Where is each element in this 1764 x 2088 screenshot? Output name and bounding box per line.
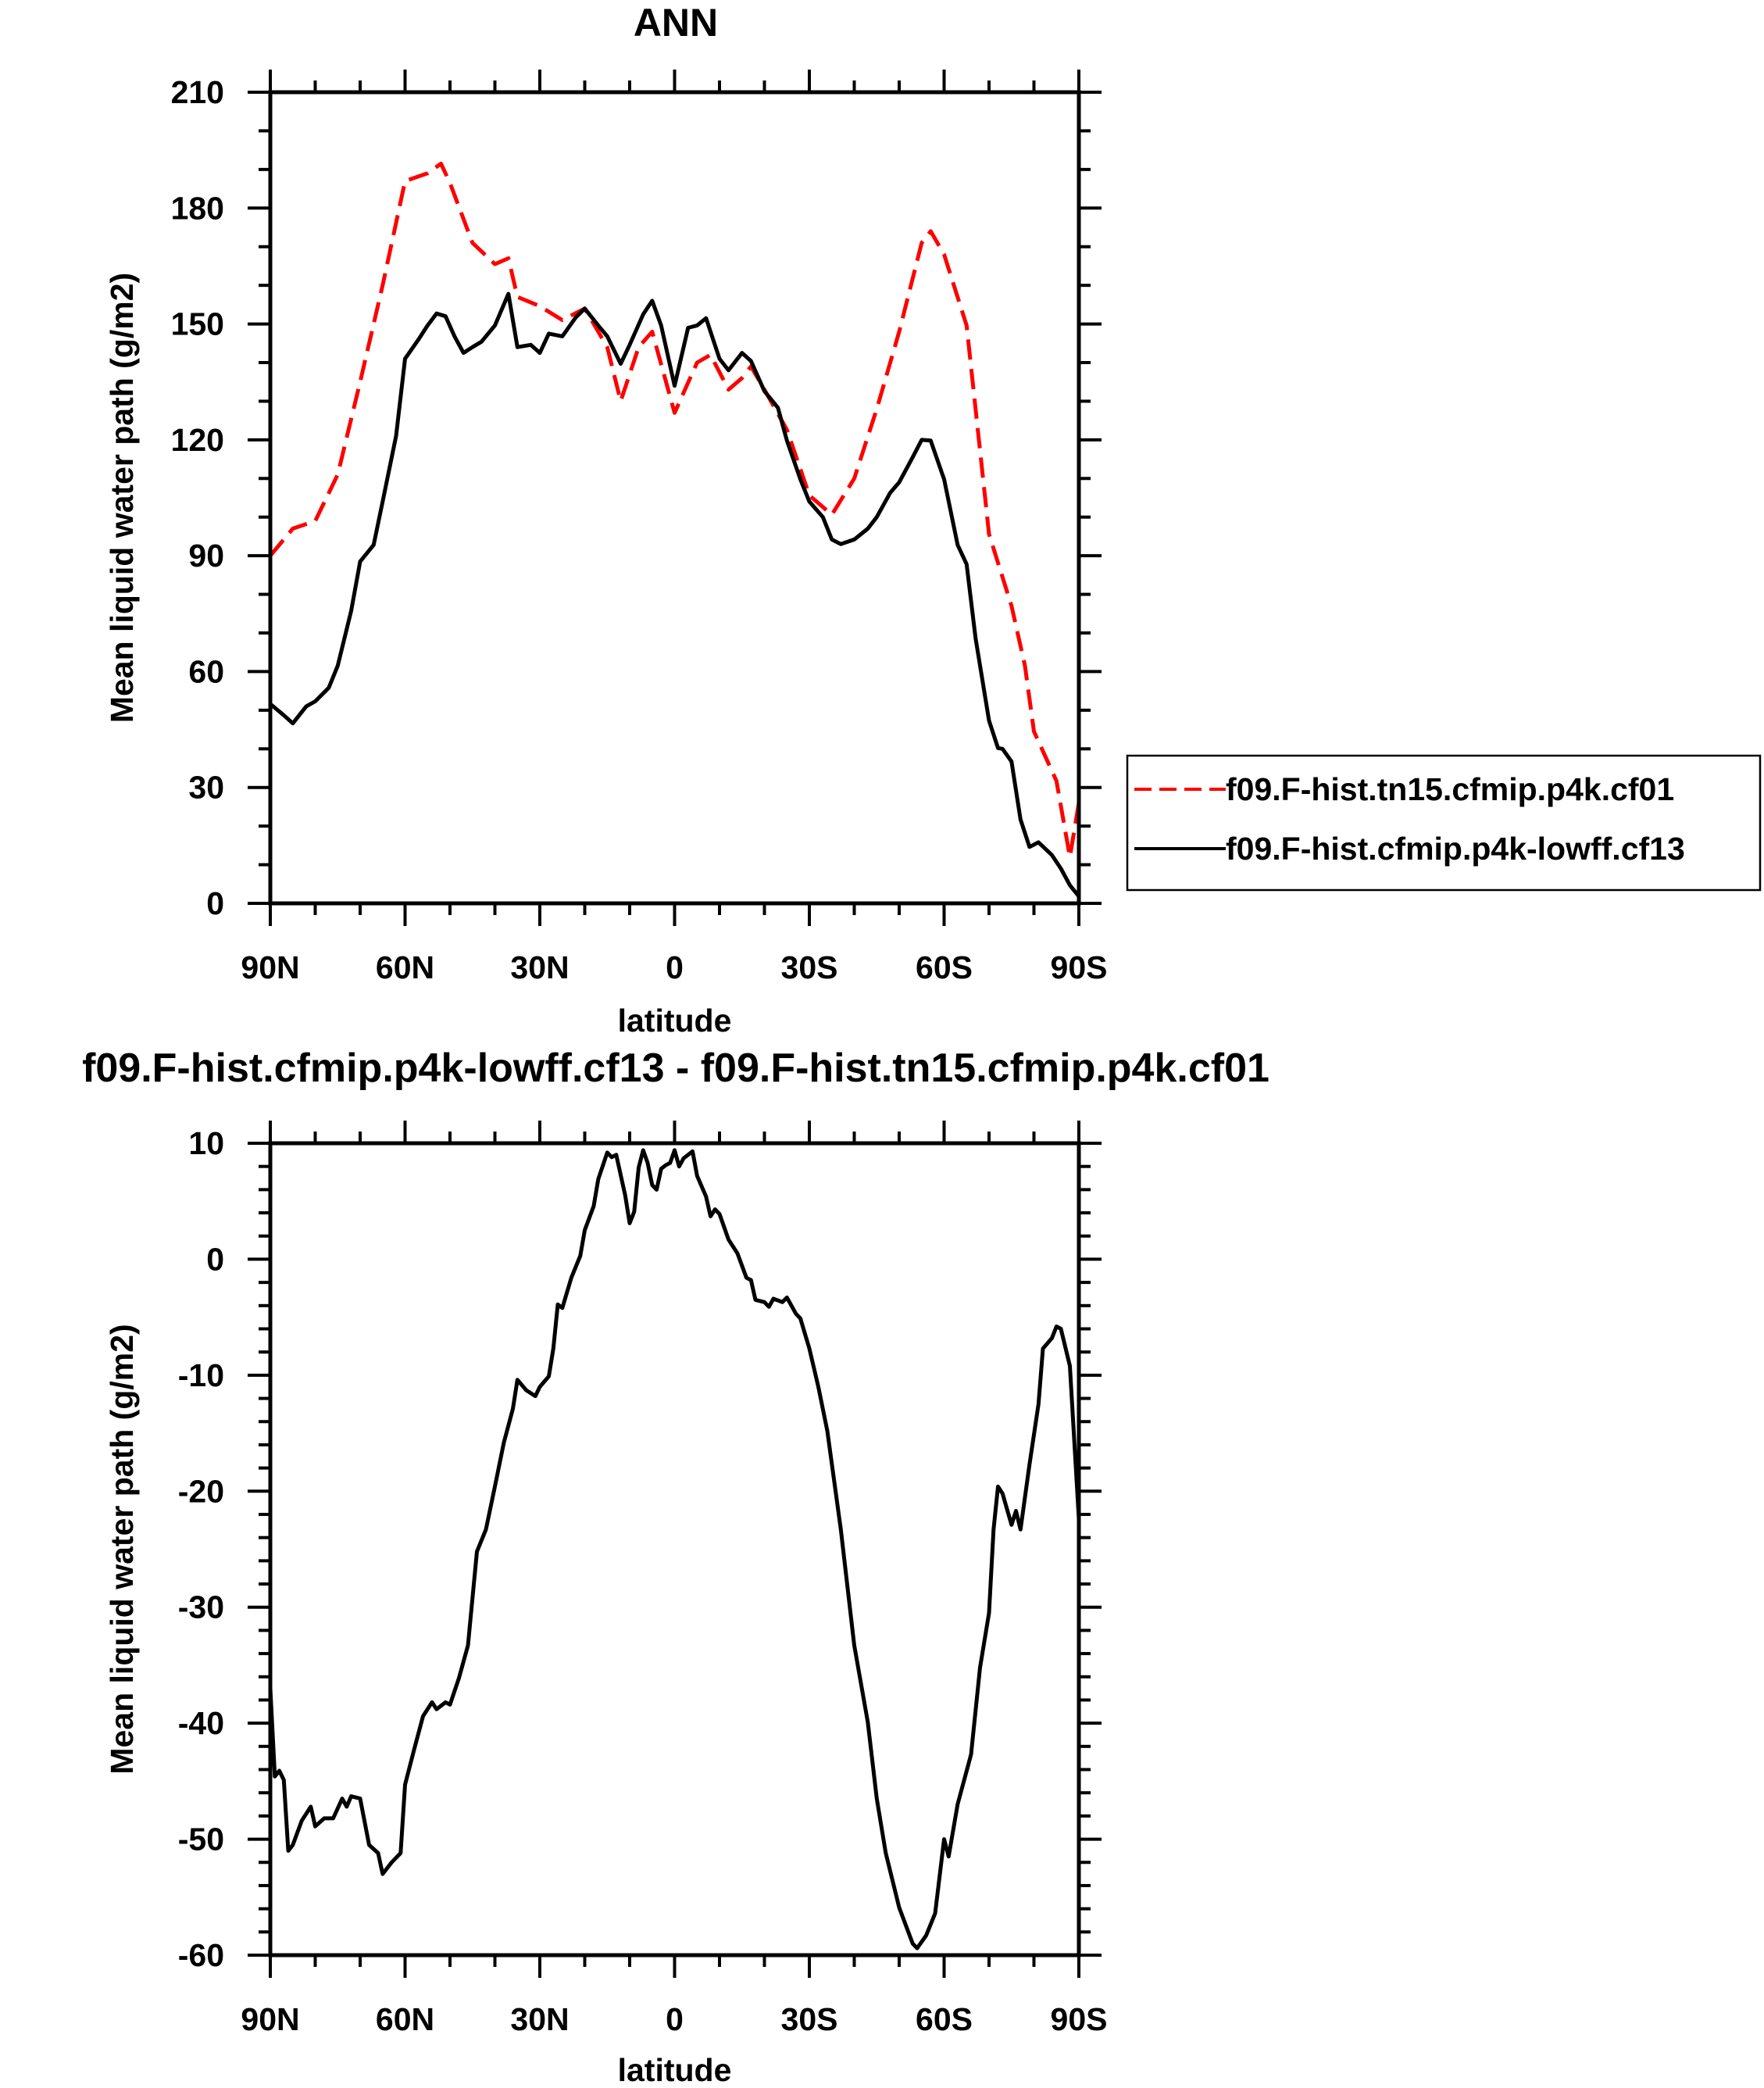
y-axis-label: Mean liquid water path (g/m2) xyxy=(104,273,140,723)
y-tick-label: -50 xyxy=(178,1822,224,1857)
y-tick-label: 150 xyxy=(171,306,224,342)
x-tick-label: 0 xyxy=(666,949,684,985)
y-tick-label: 120 xyxy=(171,422,224,458)
plot-frame xyxy=(268,1141,1081,1958)
y-tick-label: 30 xyxy=(188,770,224,806)
y-tick-label: 90 xyxy=(188,538,224,574)
axis-ticks xyxy=(248,70,1102,926)
y-tick-label: -10 xyxy=(178,1357,224,1393)
y-tick-label: -40 xyxy=(178,1705,224,1741)
series-line-0 xyxy=(270,161,1079,860)
y-tick-label: 10 xyxy=(188,1125,224,1161)
y-tick-label: 0 xyxy=(206,885,224,921)
chart-title: ANN xyxy=(634,1,718,45)
x-tick-label: 90S xyxy=(1051,2001,1108,2037)
x-tick-label: 0 xyxy=(666,2001,684,2037)
x-tick-label: 60S xyxy=(916,949,973,985)
x-tick-label: 30N xyxy=(510,2001,569,2037)
y-tick-label: -30 xyxy=(178,1589,224,1625)
chart-title: f09.F-hist.cfmip.p4k-lowff.cf13 - f09.F-… xyxy=(82,1046,1269,1091)
x-tick-label: 30S xyxy=(781,2001,838,2037)
y-tick-label: -20 xyxy=(178,1473,224,1509)
x-tick-label: 90N xyxy=(241,949,299,985)
y-axis-label: Mean liquid water path (g/m2) xyxy=(104,1324,140,1774)
y-tick-label: 0 xyxy=(206,1241,224,1277)
legend-box xyxy=(1126,754,1762,892)
y-tick-label: 180 xyxy=(171,190,224,226)
x-tick-label: 60N xyxy=(376,949,434,985)
x-tick-label: 60S xyxy=(916,2001,973,2037)
x-tick-label: 30S xyxy=(781,949,838,985)
x-tick-label: 90S xyxy=(1051,949,1108,985)
x-tick-label: 90N xyxy=(241,2001,299,2037)
top-line-chart: ANN 90N 60N 30N 0 30S 60S 90S 0 30 60 90 120 150 180 21… xyxy=(104,1,1762,1039)
x-tick-label: 60N xyxy=(376,2001,434,2037)
series-line-0 xyxy=(270,1148,1079,1950)
y-tick-label: 60 xyxy=(188,653,224,689)
x-axis-label: latitude xyxy=(618,1003,732,1039)
series-line-1 xyxy=(270,291,1079,898)
y-tick-label: 210 xyxy=(171,74,224,110)
y-tick-label: -60 xyxy=(178,1937,224,1973)
legend: f09.F-hist.tn15.cfmip.p4k.cf01 f09.F-hist… xyxy=(1126,754,1762,892)
x-axis-label: latitude xyxy=(618,2052,732,2088)
difference-line-chart: f09.F-hist.cfmip.p4k-lowff.cf13 - f09.F-… xyxy=(82,1046,1269,2088)
plot-frame xyxy=(268,90,1081,906)
x-tick-label: 30N xyxy=(510,949,569,985)
legend-label: f09.F-hist.tn15.cfmip.p4k.cf01 xyxy=(1226,771,1674,807)
legend-label: f09.F-hist.cfmip.p4k-lowff.cf13 xyxy=(1226,831,1685,867)
